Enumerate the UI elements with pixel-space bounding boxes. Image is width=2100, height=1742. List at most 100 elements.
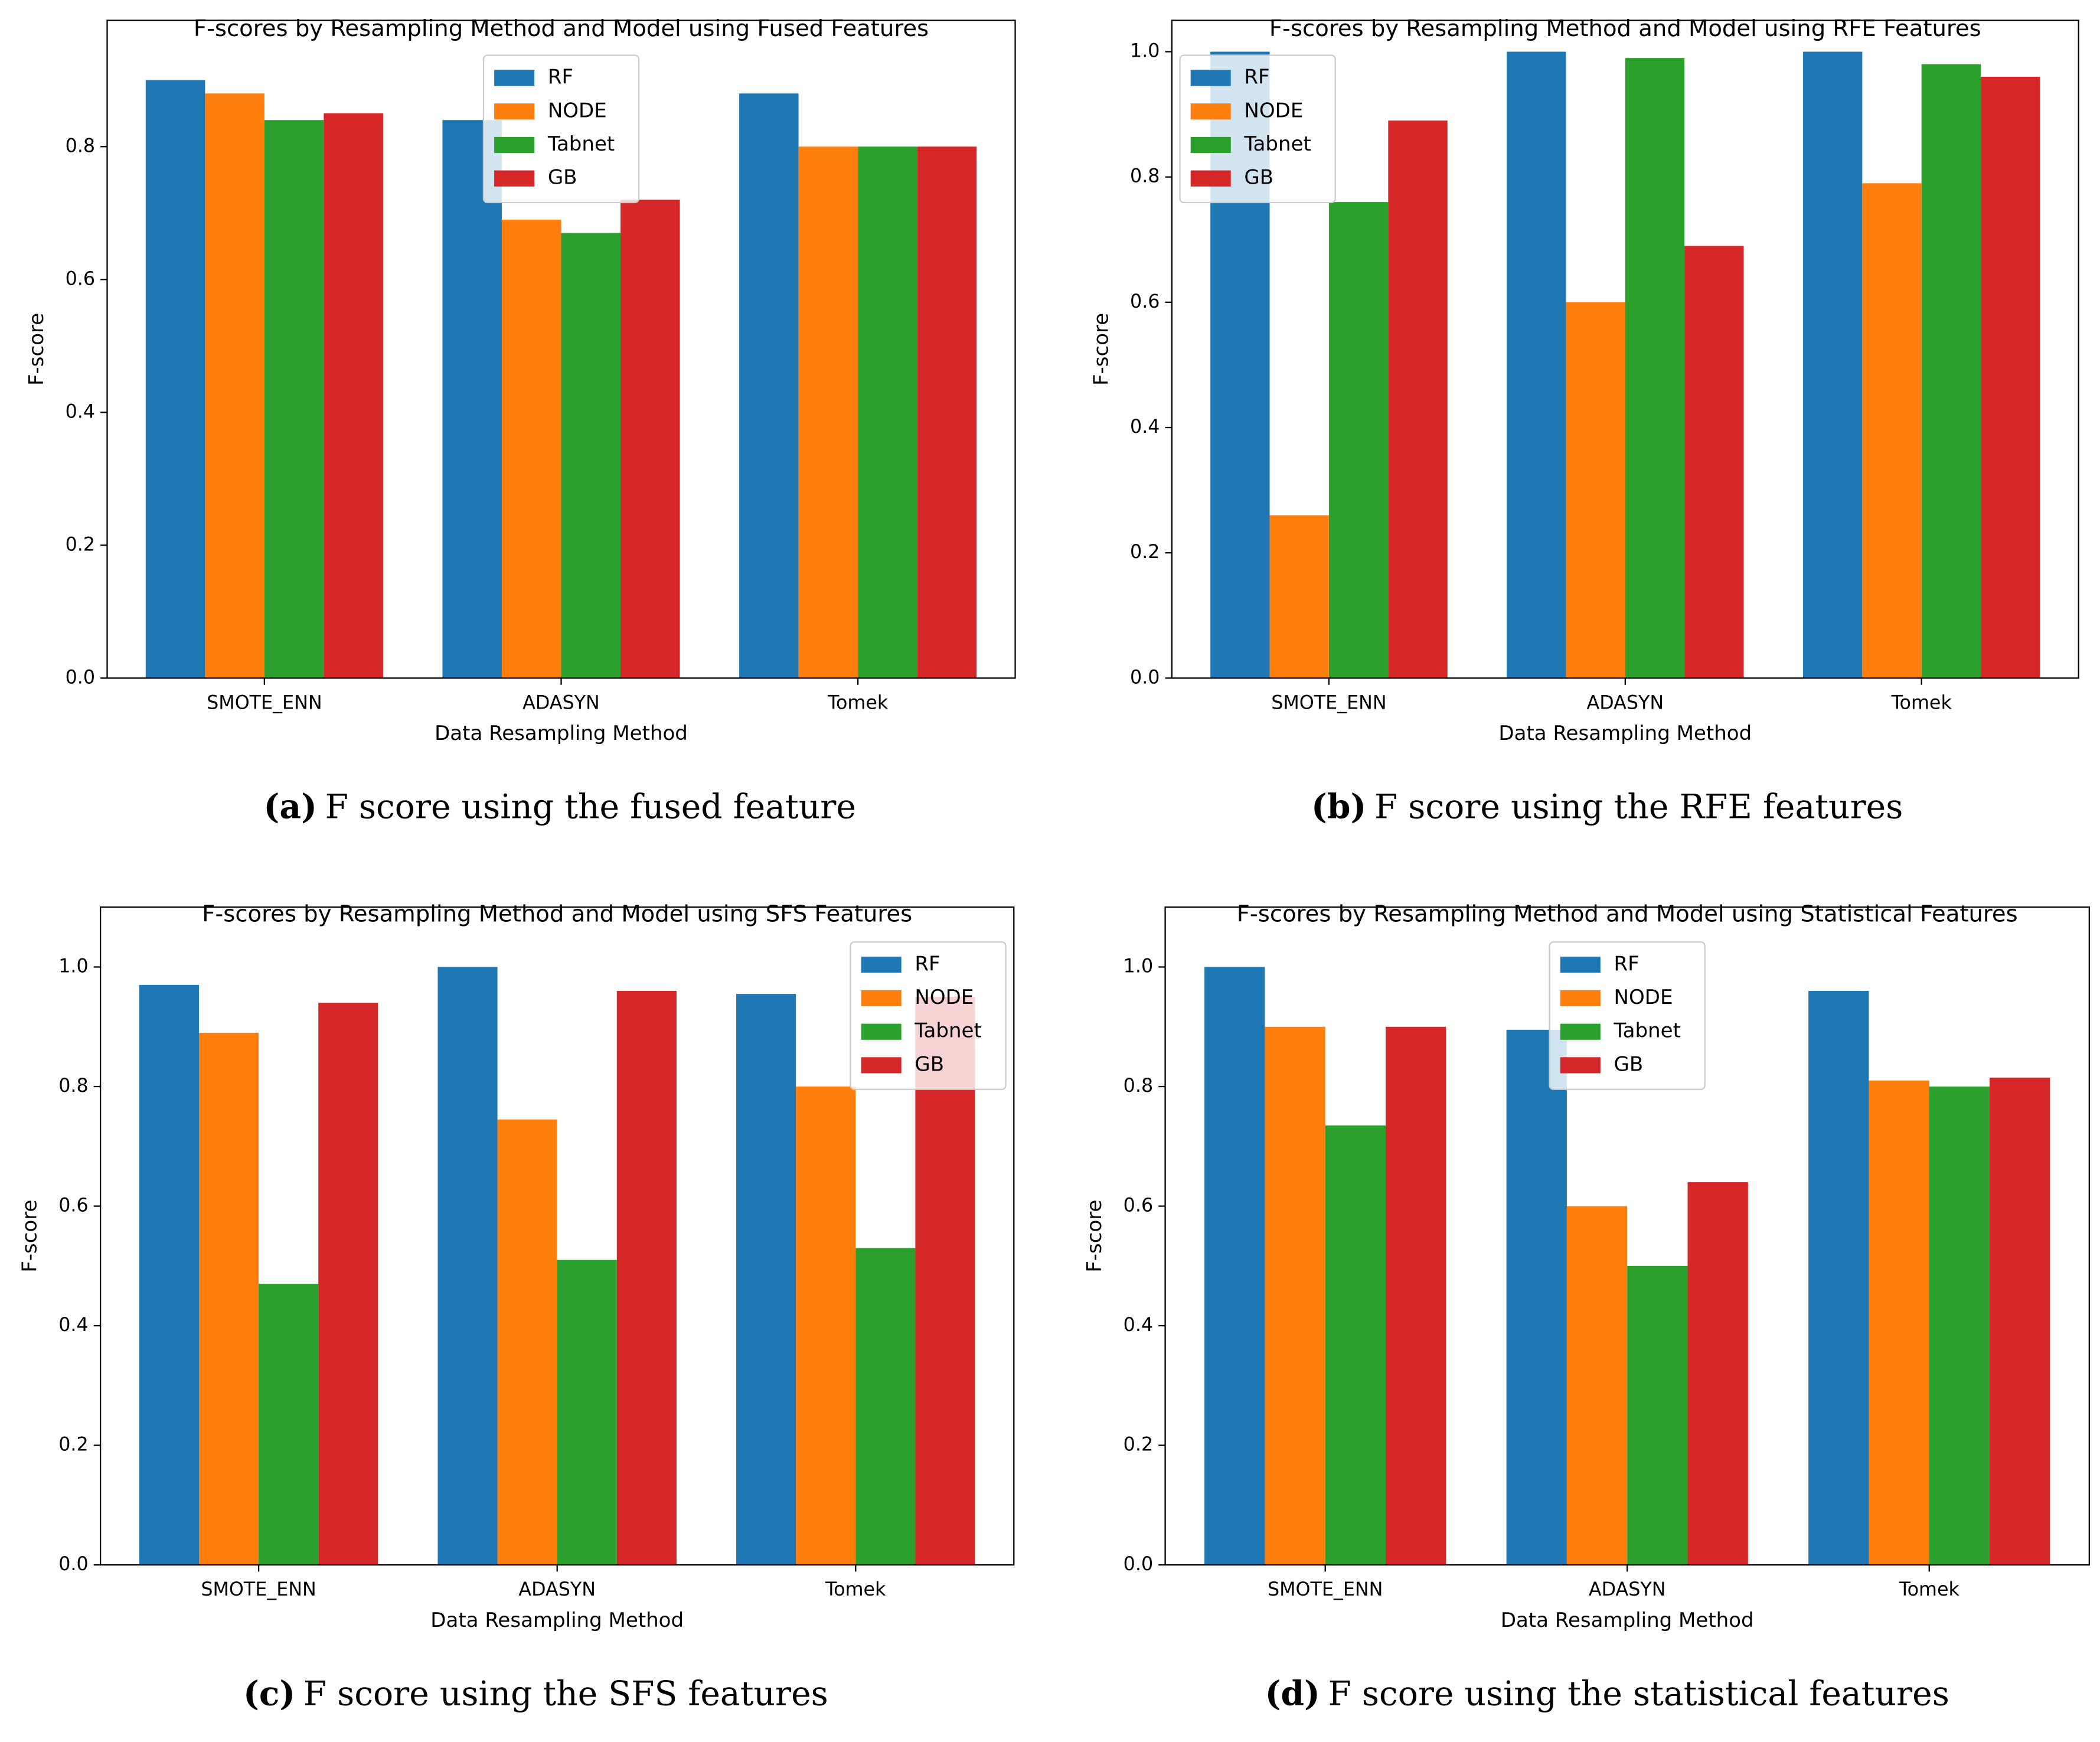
caption-text: F score using the SFS features [303, 1674, 828, 1713]
bar [497, 1119, 557, 1565]
x-tick-label: Tomek [1891, 692, 1952, 713]
bar [318, 1003, 378, 1565]
legend-swatch [1560, 1023, 1601, 1040]
bar [1328, 202, 1389, 678]
bar [145, 80, 205, 678]
legend-label: GB [548, 166, 577, 190]
y-tick-label: 0.4 [1130, 416, 1160, 438]
bar [1386, 1026, 1446, 1565]
bar [1684, 246, 1744, 678]
bar [1990, 1077, 2050, 1565]
legend-box [850, 941, 1007, 1090]
y-tick-label: 0.0 [58, 1554, 88, 1575]
bar [442, 120, 502, 678]
legend-box [1179, 54, 1336, 204]
caption-label: (d) [1265, 1674, 1320, 1713]
y-tick-label: 0.6 [58, 1195, 88, 1216]
bar [1929, 1087, 1990, 1565]
legend-swatch [1190, 170, 1231, 187]
bar [561, 233, 621, 678]
bar [1869, 1080, 1929, 1565]
caption-label: (c) [243, 1674, 295, 1713]
legend-label: RF [1244, 66, 1269, 89]
x-tick-label: Tomek [1899, 1579, 1960, 1600]
legend: RF NODE Tabnet GB [850, 941, 1007, 1090]
legend-swatch [861, 1057, 902, 1074]
bar [1507, 51, 1566, 678]
legend-box [1549, 941, 1706, 1090]
y-tick-label: 0.8 [1124, 1075, 1154, 1097]
bar [1625, 58, 1685, 678]
y-tick-label: 0.8 [58, 1075, 88, 1097]
y-axis-label: F-score [1089, 313, 1113, 386]
y-tick-label: 1.0 [58, 956, 88, 977]
y-tick-label: 0.2 [1130, 541, 1160, 563]
bar [917, 146, 977, 678]
legend-label: NODE [1244, 99, 1303, 122]
panel: F-scores by Resampling Method and Model … [1089, 15, 2079, 826]
bar [1566, 302, 1625, 678]
caption: (a) F score using the fused feature [264, 787, 856, 826]
chart-title: F-scores by Resampling Method and Model … [202, 901, 912, 927]
caption-text: F score using the statistical features [1328, 1674, 1949, 1713]
bar [736, 994, 796, 1565]
legend-label: Tabnet [547, 132, 615, 156]
bar [1981, 76, 2040, 678]
bar [1269, 515, 1329, 678]
y-axis-label: F-score [18, 1200, 42, 1273]
bar [858, 146, 917, 678]
bar [1506, 1029, 1567, 1565]
bar [1862, 183, 1922, 678]
panel: F-scores by Resampling Method and Model … [1083, 901, 2090, 1713]
bar [324, 113, 383, 678]
caption-text: F score using the fused feature [325, 787, 856, 826]
legend-label: RF [548, 66, 573, 89]
y-tick-label: 0.8 [1130, 166, 1160, 187]
bar [1687, 1182, 1748, 1565]
x-tick-label: ADASYN [522, 692, 600, 713]
x-tick-label: SMOTE_ENN [1268, 1579, 1383, 1600]
x-axis-label: Data Resampling Method [430, 1609, 684, 1632]
bar [1802, 51, 1863, 678]
legend-label: Tabnet [1614, 1019, 1681, 1043]
chart-title: F-scores by Resampling Method and Model … [1237, 901, 2018, 927]
bar [437, 967, 498, 1565]
legend-swatch [861, 990, 902, 1007]
y-tick-label: 0.6 [1124, 1195, 1154, 1216]
legend-box [482, 54, 640, 204]
bar [1204, 967, 1265, 1565]
x-tick-label: SMOTE_ENN [1271, 692, 1386, 713]
caption: (d) F score using the statistical feature… [1265, 1674, 1949, 1713]
caption: (b) F score using the RFE features [1311, 787, 1903, 826]
bar [205, 93, 264, 678]
x-tick-label: SMOTE_ENN [207, 692, 322, 713]
y-tick-label: 0.4 [66, 401, 96, 422]
bar [198, 1032, 259, 1565]
legend-swatch [494, 70, 535, 86]
bar [1566, 1206, 1628, 1565]
legend-swatch [494, 136, 535, 154]
y-tick-label: 0.2 [1124, 1434, 1154, 1456]
x-tick-label: SMOTE_ENN [201, 1579, 316, 1600]
bar [557, 1260, 617, 1565]
legend-swatch [1190, 136, 1231, 154]
legend-label: Tabnet [1243, 132, 1311, 156]
legend-label: NODE [1614, 986, 1673, 1009]
bar [1808, 991, 1869, 1565]
legend-label: RF [1614, 952, 1639, 976]
panel: F-scores by Resampling Method and Model … [25, 15, 1016, 826]
bar [1325, 1125, 1386, 1565]
legend-label: NODE [548, 99, 607, 122]
y-tick-label: 0.2 [58, 1434, 88, 1456]
x-axis-label: Data Resampling Method [1501, 1609, 1754, 1632]
bar [1265, 1026, 1325, 1565]
legend-label: GB [1244, 166, 1273, 190]
y-tick-label: 0.4 [1124, 1314, 1154, 1336]
legend-swatch [494, 103, 535, 120]
x-tick-label: Tomek [827, 692, 889, 713]
y-tick-label: 0.4 [58, 1314, 88, 1336]
bar [915, 997, 975, 1565]
legend-label: GB [915, 1052, 944, 1076]
caption-text: F score using the RFE features [1374, 787, 1903, 826]
chart-title: F-scores by Resampling Method and Model … [194, 15, 929, 42]
